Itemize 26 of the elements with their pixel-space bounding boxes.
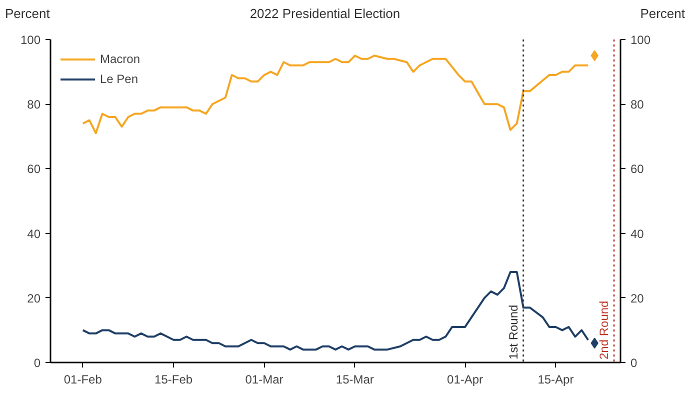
legend-label: Macron — [100, 52, 140, 66]
x-tick-label: 01-Apr — [447, 372, 484, 386]
line-series — [82, 54, 590, 134]
ref-line-label: 1st Round — [506, 304, 520, 360]
x-tick-label: 01-Feb — [64, 372, 102, 386]
y2-tick-label: 100 — [630, 32, 651, 47]
y-tick-label: 20 — [27, 290, 41, 305]
y2-tick-label: 0 — [630, 356, 638, 370]
x-tick-label: 15-Apr — [538, 372, 574, 386]
y-tick-label: 40 — [27, 226, 41, 240]
y2-tick-label: 60 — [630, 162, 644, 176]
y-tick-label: 60 — [27, 162, 41, 176]
y-tick-label: 100 — [20, 32, 41, 47]
y2-tick-label: 20 — [630, 290, 644, 305]
y2-tick-label: 80 — [630, 97, 644, 112]
x-tick-label: 01-Mar — [245, 372, 284, 386]
x-tick-label: 15-Mar — [336, 372, 374, 386]
y-axis-title: Percent — [5, 5, 50, 23]
y-tick-label: 80 — [27, 97, 41, 112]
legend-label: Le Pen — [100, 72, 138, 86]
y2-tick-label: 40 — [630, 226, 644, 240]
y-tick-label: 0 — [34, 356, 41, 370]
x-tick-label: 15-Feb — [154, 372, 193, 386]
ref-line-label: 2nd Round — [597, 300, 612, 360]
y2-axis-title: Percent — [640, 5, 685, 23]
chart-title: 2022 Presidential Election — [250, 5, 400, 23]
